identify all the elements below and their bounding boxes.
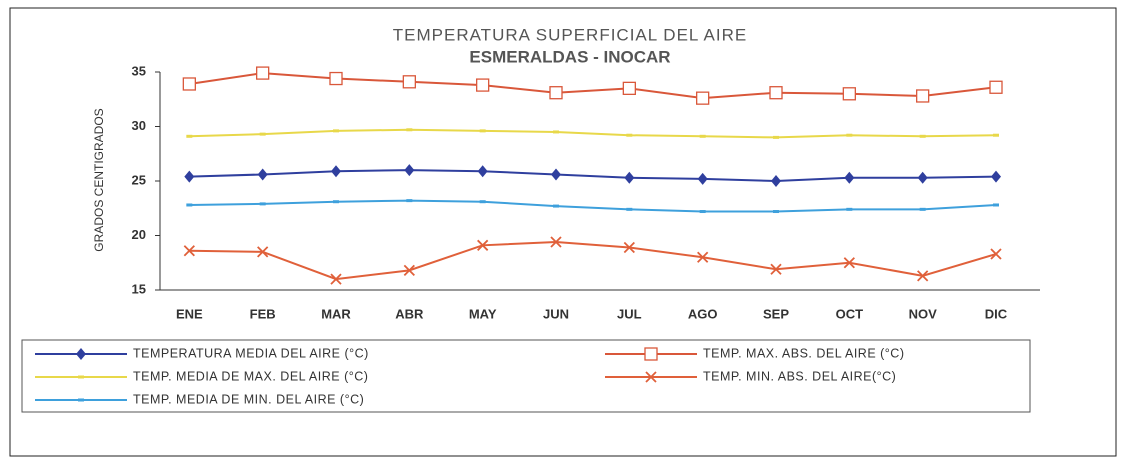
y-tick-label: 35 — [132, 63, 146, 78]
data-point — [259, 202, 266, 206]
x-tick-label: SEP — [763, 306, 789, 321]
legend-box — [21, 339, 1031, 413]
data-point — [330, 273, 342, 285]
data-point — [476, 78, 490, 92]
x-tick-label: ABR — [395, 306, 424, 321]
data-point — [479, 129, 486, 133]
legend-marker — [644, 347, 658, 361]
chart-subtitle: ESMERALDAS - INOCAR — [469, 47, 670, 66]
series-line — [189, 169, 997, 183]
legend-marker — [645, 371, 657, 383]
x-tick-label: OCT — [836, 306, 864, 321]
data-point — [919, 207, 926, 211]
legend-marker — [78, 398, 84, 402]
x-tick-label: JUL — [617, 306, 642, 321]
data-point — [257, 168, 268, 181]
x-tick-label: DIC — [985, 306, 1008, 321]
data-point — [550, 236, 562, 248]
data-point — [549, 86, 563, 100]
data-point — [846, 133, 853, 137]
data-point — [916, 89, 930, 103]
data-point — [699, 210, 706, 214]
data-point — [553, 130, 559, 134]
x-tick-label: AGO — [688, 306, 718, 321]
data-point — [477, 165, 488, 178]
y-tick-label: 30 — [132, 118, 146, 133]
data-point — [256, 66, 270, 80]
y-axis-label: GRADOS CENTIGRADOS — [92, 108, 106, 251]
data-point — [844, 171, 855, 184]
data-point — [333, 129, 339, 133]
series-line — [189, 241, 997, 281]
data-point — [697, 172, 708, 185]
y-tick-label: 20 — [132, 227, 146, 242]
legend-marker — [76, 348, 86, 360]
data-point — [626, 207, 633, 211]
data-point — [771, 175, 781, 187]
x-tick-label: ENE — [176, 306, 203, 321]
data-point — [699, 134, 706, 138]
y-tick-label: 25 — [132, 172, 146, 187]
x-tick-label: FEB — [250, 306, 276, 321]
data-point — [846, 207, 853, 211]
data-point — [404, 164, 415, 177]
data-point — [624, 171, 635, 184]
data-point — [257, 246, 269, 258]
data-point — [773, 135, 779, 139]
data-point — [991, 170, 1001, 183]
data-point — [406, 199, 413, 203]
data-point — [917, 171, 928, 184]
data-point — [919, 134, 926, 138]
x-tick-label: MAR — [321, 306, 351, 321]
legend-label: TEMPERATURA MEDIA DEL AIRE (°C) — [133, 346, 369, 360]
x-tick-label: MAY — [469, 306, 497, 321]
frame — [9, 7, 1117, 457]
data-point — [259, 132, 266, 136]
series-line — [189, 199, 997, 213]
legend-label: TEMP. MEDIA DE MAX. DEL AIRE (°C) — [133, 369, 368, 383]
data-point — [696, 91, 710, 105]
data-point — [626, 133, 633, 137]
data-point — [479, 200, 486, 204]
legend-label: TEMP. MIN. ABS. DEL AIRE(°C) — [703, 369, 896, 383]
data-point — [697, 251, 709, 263]
chart-title: TEMPERATURA SUPERFICIAL DEL AIRE — [393, 25, 747, 44]
data-point — [770, 263, 782, 275]
data-point — [553, 204, 559, 208]
data-point — [186, 203, 193, 207]
data-point — [917, 270, 929, 282]
data-point — [182, 77, 196, 91]
legend-marker — [78, 375, 84, 379]
data-point — [329, 71, 343, 86]
data-point — [402, 75, 416, 89]
data-point — [184, 170, 195, 183]
data-point — [773, 210, 779, 214]
legend-label: TEMP. MEDIA DE MIN. DEL AIRE (°C) — [133, 392, 364, 406]
series-line — [189, 72, 997, 100]
data-point — [186, 134, 193, 138]
data-point — [990, 248, 1002, 260]
data-point — [183, 245, 195, 257]
data-point — [993, 133, 999, 137]
data-point — [843, 257, 855, 269]
data-point — [333, 200, 339, 204]
data-point — [842, 87, 856, 101]
series-line — [189, 128, 997, 139]
legend-label: TEMP. MAX. ABS. DEL AIRE (°C) — [703, 346, 905, 360]
data-point — [623, 241, 635, 254]
data-point — [989, 80, 1003, 94]
data-point — [403, 264, 415, 277]
data-point — [622, 81, 636, 95]
x-tick-label: JUN — [543, 306, 569, 321]
y-tick-label: 15 — [132, 281, 146, 296]
data-point — [477, 239, 489, 251]
x-tick-label: NOV — [909, 306, 938, 321]
data-point — [769, 86, 783, 100]
data-point — [406, 128, 413, 132]
data-point — [331, 165, 341, 178]
data-point — [551, 168, 561, 181]
data-point — [993, 203, 999, 207]
